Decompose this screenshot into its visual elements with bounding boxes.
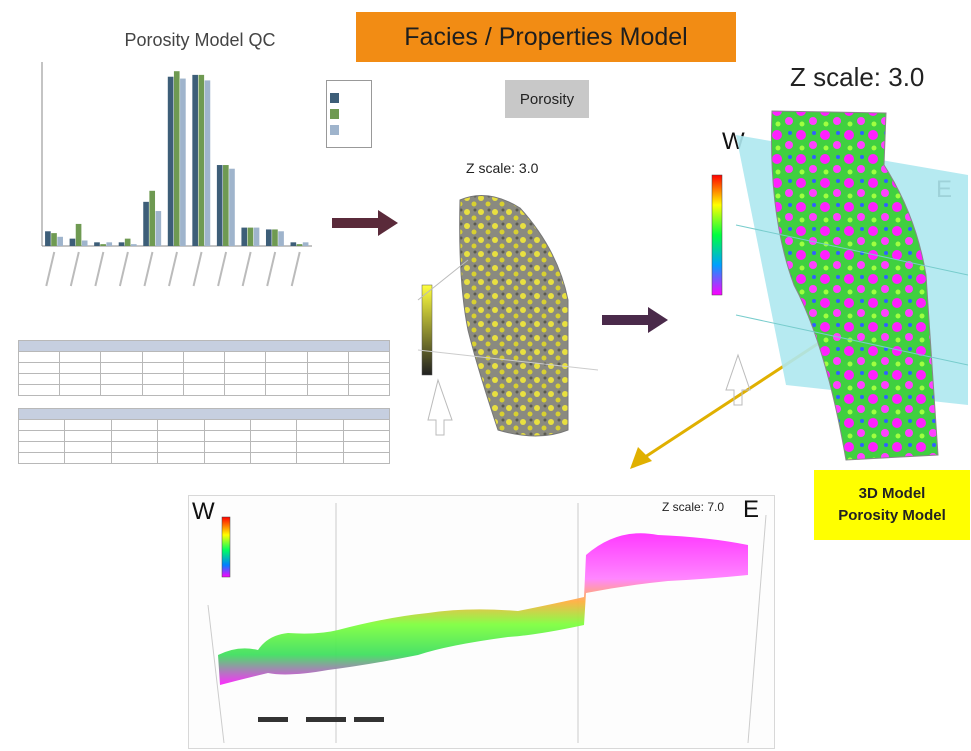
bar: [69, 238, 76, 246]
bar: [100, 244, 106, 246]
x-tick-label: [266, 251, 277, 287]
bar: [130, 244, 137, 246]
x-tick-label: [168, 251, 178, 287]
statistics-table-2: [17, 408, 391, 464]
bar: [167, 76, 174, 246]
right-z-scale: Z scale: 3.0: [790, 62, 925, 92]
x-tick-label: [94, 251, 105, 287]
x-tick-label: [45, 251, 56, 287]
porosity-histogram: [41, 62, 312, 287]
bar: [81, 240, 88, 246]
bar: [155, 211, 162, 246]
bar: [180, 78, 186, 246]
bar: [216, 165, 223, 246]
histogram-legend: [326, 80, 372, 148]
legend-swatch-1: [330, 93, 339, 103]
flow-arrow-1: [332, 210, 398, 236]
model-label: 3D Model Porosity Model: [814, 470, 970, 540]
x-tick-label: [290, 251, 301, 287]
bar: [173, 71, 180, 246]
bar: [223, 165, 229, 246]
bar: [204, 80, 211, 247]
x-tick-label: [217, 251, 228, 287]
bar: [296, 244, 303, 246]
porosity-3d-model-view: [711, 110, 968, 461]
x-tick-label: [241, 251, 252, 287]
x-tick-label: [118, 251, 129, 287]
bar: [118, 242, 125, 246]
porosity-cross-section: [207, 503, 767, 744]
statistics-tables: [17, 340, 391, 464]
x-tick-label: [143, 251, 154, 287]
title-banner: Facies / Properties Model: [356, 12, 736, 62]
bar: [198, 74, 205, 246]
bar: [253, 227, 260, 246]
bar: [247, 227, 254, 246]
section-east-label: E: [743, 496, 760, 523]
statistics-table-1: [17, 340, 391, 396]
bar: [124, 238, 131, 246]
bar: [229, 168, 235, 246]
section-z-scale: Z scale: 7.0: [662, 500, 725, 514]
x-tick-label: [69, 251, 80, 287]
bar: [57, 236, 63, 246]
bar: [272, 229, 278, 246]
section-west-label: W: [192, 498, 215, 525]
model-label-line-2: Porosity Model: [838, 507, 946, 524]
bar: [290, 242, 297, 246]
flow-arrow-2: [602, 307, 668, 333]
porosity-tag: Porosity: [505, 80, 589, 118]
middle-z-scale: Z scale: 3.0: [466, 160, 539, 176]
legend-swatch-3: [330, 125, 339, 135]
bar: [45, 231, 51, 246]
model-label-line-1: 3D Model: [858, 485, 926, 502]
bar: [149, 190, 156, 246]
bar: [278, 231, 284, 246]
bar: [75, 223, 82, 246]
bar: [265, 229, 272, 246]
bar: [106, 242, 113, 246]
histogram-title: Porosity Model QC: [124, 30, 276, 50]
bar: [241, 227, 248, 246]
bar: [143, 201, 149, 246]
x-tick-label: [192, 251, 203, 287]
bar: [302, 242, 309, 246]
bar: [94, 242, 100, 246]
bar: [51, 233, 57, 246]
legend-swatch-2: [330, 109, 339, 119]
porosity-3d-view: [417, 195, 598, 437]
bar: [192, 74, 198, 246]
